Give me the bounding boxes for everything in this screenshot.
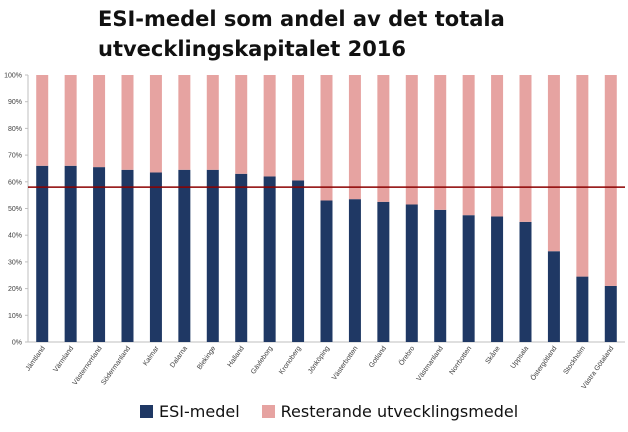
x-tick-label: Stockholm <box>563 345 588 376</box>
bar-esi-medel <box>604 285 617 342</box>
x-tick-label: Jönköping <box>307 345 331 375</box>
bar-resterande <box>121 75 134 170</box>
x-tick-label: Gotland <box>368 345 388 369</box>
bar-resterande <box>462 75 475 216</box>
x-tick-label: Värmland <box>52 345 75 374</box>
y-tick-label: 60% <box>8 179 22 186</box>
x-tick-label: Södermanland <box>100 345 132 386</box>
bar-resterande <box>604 75 617 286</box>
x-tick-label: Kronoberg <box>278 345 303 376</box>
bar-esi-medel <box>576 276 589 342</box>
x-tick-label: Jämtland <box>25 345 47 372</box>
bar-resterande <box>178 75 191 170</box>
bar-esi-medel <box>547 251 560 342</box>
bar-resterande <box>263 75 276 177</box>
x-tick-label: Blekinge <box>196 345 217 371</box>
bar-esi-medel <box>292 180 305 342</box>
y-tick-label: 0% <box>12 340 22 347</box>
legend-swatch-esi <box>140 404 153 418</box>
x-tick-label: Västra Götaland <box>581 345 616 391</box>
bar-resterande <box>206 75 219 170</box>
bar-resterande <box>547 75 560 252</box>
chart-title-line-2: utvecklingskapitalet 2016 <box>98 37 407 61</box>
bar-resterande <box>377 75 390 202</box>
bar-resterande <box>519 75 532 222</box>
legend-label-resterande: Resterande utvecklingsmedel <box>280 401 519 421</box>
chart-title-line-1: ESI-medel som andel av det totala <box>98 7 505 31</box>
y-tick-label: 80% <box>8 126 22 133</box>
x-tick-label: Västerbotten <box>331 345 360 382</box>
x-tick-label: Uppsala <box>510 345 531 370</box>
x-tick-label: Skåne <box>484 344 502 365</box>
bar-resterande <box>93 75 106 168</box>
legend-item-esi: ESI-medel <box>140 402 240 421</box>
legend-label-esi: ESI-medel <box>159 401 240 421</box>
bar-esi-medel <box>149 172 162 342</box>
bar-esi-medel <box>462 215 475 342</box>
bar-esi-medel <box>121 169 134 342</box>
y-tick-label: 50% <box>8 206 22 213</box>
bar-resterande <box>235 75 248 174</box>
y-tick-label: 70% <box>8 153 22 160</box>
bar-esi-medel <box>64 165 77 342</box>
legend-swatch-resterande <box>261 404 275 418</box>
bar-esi-medel <box>235 173 248 342</box>
bar-esi-medel <box>405 204 418 342</box>
y-tick-label: 100% <box>4 73 22 80</box>
bar-esi-medel <box>263 176 276 342</box>
y-tick-label: 10% <box>8 313 22 320</box>
bar-resterande <box>292 75 305 181</box>
chart-title: ESI-medel som andel av det totala utveck… <box>98 4 558 64</box>
bar-resterande <box>576 75 589 277</box>
x-tick-label: Örebro <box>397 344 416 367</box>
y-tick-label: 20% <box>8 286 22 293</box>
bar-resterande <box>149 75 162 173</box>
x-tick-label: Östergötland <box>529 344 559 382</box>
bar-esi-medel <box>348 199 361 342</box>
x-tick-label: Kalmar <box>142 345 161 368</box>
bar-resterande <box>320 75 333 201</box>
x-tick-label: Västernorrland <box>72 345 104 387</box>
bar-esi-medel <box>434 209 447 342</box>
bar-resterande <box>36 75 49 166</box>
bar-esi-medel <box>491 216 504 342</box>
x-tick-label: Dalarna <box>169 345 189 369</box>
y-tick-label: 90% <box>8 99 22 106</box>
x-tick-label: Gävleborg <box>250 345 274 376</box>
x-tick-label: Halland <box>226 345 245 369</box>
x-tick-label: Västmanland <box>416 345 445 383</box>
bar-esi-medel <box>320 200 333 342</box>
bar-resterande <box>405 75 418 205</box>
bar-esi-medel <box>519 221 532 342</box>
y-tick-label: 30% <box>8 259 22 266</box>
bar-resterande <box>434 75 447 210</box>
x-tick-label: Norrbotten <box>449 345 474 376</box>
bar-resterande <box>491 75 504 217</box>
bar-resterande <box>64 75 77 166</box>
bar-esi-medel <box>36 165 49 342</box>
bar-resterande <box>348 75 361 200</box>
legend-item-resterande: Resterande utvecklingsmedel <box>261 401 519 421</box>
bar-esi-medel <box>178 169 191 342</box>
bar-esi-medel <box>93 167 106 342</box>
bar-esi-medel <box>206 169 219 342</box>
bar-esi-medel <box>377 201 390 342</box>
legend: ESI-medel Resterande utvecklingsmedel <box>140 398 540 424</box>
y-tick-label: 40% <box>8 233 22 240</box>
